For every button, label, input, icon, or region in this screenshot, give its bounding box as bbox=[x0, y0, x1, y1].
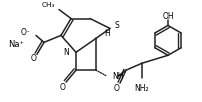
Text: Na⁺: Na⁺ bbox=[8, 40, 24, 49]
Text: H: H bbox=[103, 29, 109, 38]
Text: OH: OH bbox=[161, 12, 173, 21]
Text: O⁻: O⁻ bbox=[21, 28, 31, 37]
Text: CH₃: CH₃ bbox=[41, 2, 55, 8]
Text: S: S bbox=[115, 21, 119, 30]
Text: N: N bbox=[63, 48, 69, 57]
Text: O: O bbox=[114, 84, 119, 93]
Text: O: O bbox=[31, 54, 37, 63]
Text: NH: NH bbox=[112, 72, 123, 81]
Text: O: O bbox=[60, 83, 66, 92]
Text: NH₂: NH₂ bbox=[134, 84, 149, 93]
